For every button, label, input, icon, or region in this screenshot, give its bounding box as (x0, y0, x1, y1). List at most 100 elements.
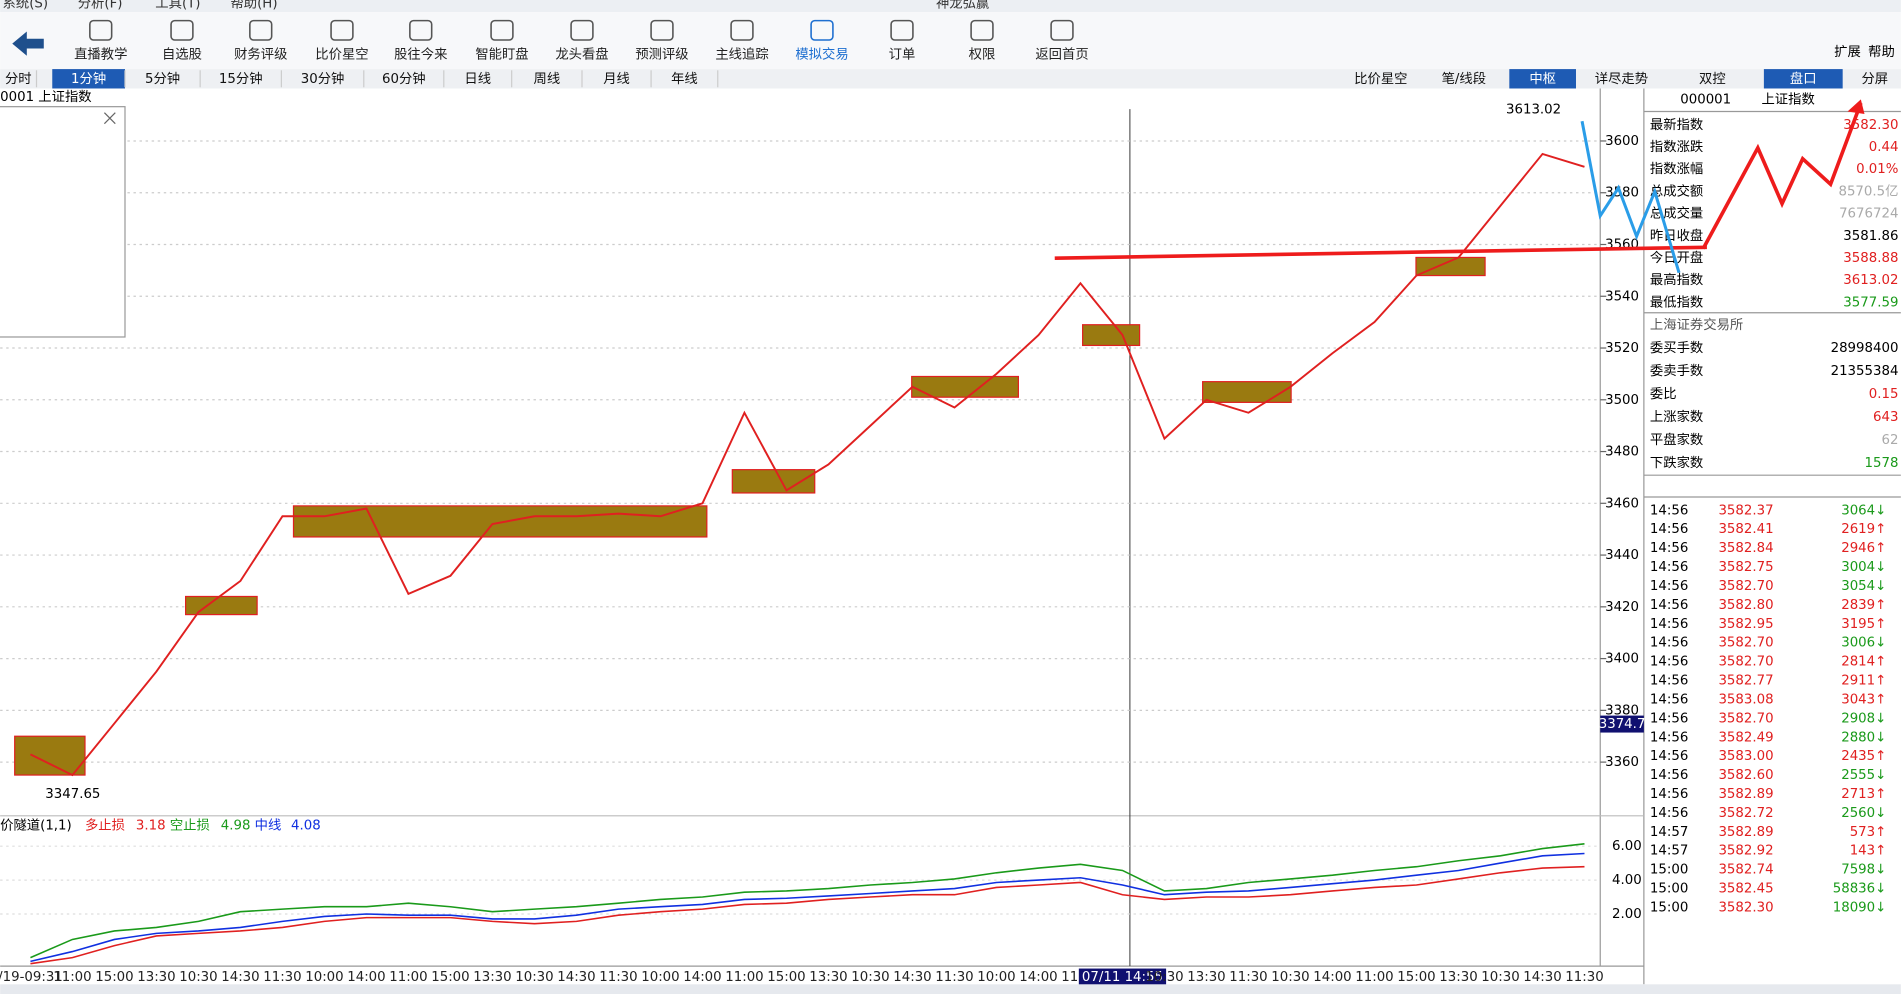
tick-time: 14:56 (1650, 674, 1688, 689)
view-tab[interactable]: 盘口 (1790, 70, 1817, 87)
tool-icon[interactable] (490, 19, 514, 41)
view-tab[interactable]: 详尽走势 (1595, 71, 1648, 87)
tool-icon[interactable] (409, 19, 433, 41)
legend-value: 4.98 (221, 819, 251, 834)
tick-volume: 18090↓ (1833, 900, 1887, 915)
x-tick-label: 10:30 (179, 970, 217, 985)
tick-price: 3582.74 (1718, 863, 1773, 878)
y-tick-label: 3520 (1605, 341, 1639, 356)
x-tick-label: 10:00 (641, 970, 679, 985)
app-title: 神龙弘赢 (936, 0, 989, 12)
tool-label[interactable]: 模拟交易 (795, 46, 848, 63)
tool-icon[interactable] (330, 19, 354, 41)
toolbar-link[interactable]: 帮助 (1868, 44, 1895, 60)
tool-label[interactable]: 返回首页 (1035, 47, 1088, 63)
tool-icon[interactable] (170, 19, 194, 41)
period-tab[interactable]: 周线 (534, 71, 561, 87)
view-tab[interactable]: 中枢 (1529, 71, 1556, 87)
view-tab[interactable]: 比价星空 (1354, 71, 1407, 87)
period-tab[interactable]: 60分钟 (382, 70, 426, 87)
tick-time: 15:00 (1650, 900, 1688, 915)
tool-label[interactable]: 直播教学 (74, 47, 127, 63)
pivot-zone (731, 469, 816, 494)
tool-label[interactable]: 智能盯盘 (475, 46, 528, 63)
tick-price: 3582.45 (1718, 882, 1773, 897)
tool-label[interactable]: 主线追踪 (715, 47, 768, 63)
tick-price: 3582.72 (1718, 806, 1773, 821)
pivot-zone (292, 505, 708, 538)
period-tab[interactable]: 15分钟 (219, 70, 263, 87)
tool-label[interactable]: 自选股 (162, 47, 202, 63)
period-tab[interactable]: 月线 (603, 71, 630, 87)
period-tab[interactable]: 1分钟 (71, 70, 106, 87)
view-tab[interactable]: 分屏 (1861, 71, 1888, 87)
y-tick-label: 3360 (1605, 755, 1639, 770)
period-tab[interactable]: 年线 (671, 71, 698, 87)
tool-label[interactable]: 订单 (889, 47, 916, 63)
x-tick-label: 13:30 (1187, 970, 1225, 985)
quote-value: 21355384 (1831, 364, 1899, 379)
quote-value: 1578 (1865, 456, 1899, 471)
quote-label: 上涨家数 (1650, 408, 1703, 425)
menu-item[interactable]: 分析(F) (78, 0, 123, 12)
x-tick-label: 11:00 (725, 970, 763, 985)
x-tick-label: 10:30 (851, 970, 889, 985)
tool-label[interactable]: 权限 (969, 46, 996, 63)
bottom-strip (0, 984, 1901, 994)
tick-time: 15:00 (1650, 882, 1688, 897)
tool-label[interactable]: 龙头看盘 (555, 46, 608, 63)
quote-label: 指数涨幅 (1650, 161, 1703, 177)
period-tab[interactable]: 日线 (464, 71, 491, 87)
menu-item[interactable]: 帮助(H) (230, 0, 277, 12)
y-tick-label: 3480 (1605, 445, 1639, 460)
pivot-zone (184, 595, 258, 616)
x-tick-label: 14:00 (683, 970, 721, 985)
tool-icon[interactable] (890, 19, 914, 41)
tool-icon[interactable] (650, 19, 674, 41)
tick-time: 14:56 (1650, 655, 1688, 670)
x-tick-label: 14:00 (347, 970, 385, 985)
tool-icon[interactable] (1050, 19, 1074, 41)
tick-price: 3582.92 (1718, 844, 1773, 859)
tick-volume: 2839↑ (1841, 598, 1886, 613)
tool-icon[interactable] (810, 19, 834, 41)
close-button[interactable] (103, 112, 116, 125)
back-button[interactable] (12, 31, 44, 56)
tool-label[interactable]: 预测评级 (635, 47, 688, 63)
tick-volume: 2619↑ (1841, 522, 1886, 537)
view-tab[interactable]: 笔/线段 (1442, 71, 1486, 87)
tick-price: 3582.84 (1718, 541, 1773, 556)
x-tick-label: 07/11 14:55 (1082, 970, 1163, 985)
x-tick-label: 10:00 (305, 970, 343, 985)
quote-value: 0.01% (1856, 162, 1898, 177)
tick-time: 14:56 (1650, 768, 1688, 783)
period-tab[interactable]: 5分钟 (145, 70, 180, 87)
tool-label[interactable]: 比价星空 (315, 47, 368, 63)
tool-icon[interactable] (249, 19, 273, 41)
menu-item[interactable]: 系统(S) (3, 0, 49, 12)
y-tick-label: 3400 (1605, 652, 1639, 667)
tick-volume: 2435↑ (1841, 749, 1886, 764)
x-tick-label: 11:30 (935, 970, 973, 985)
period-tab[interactable]: 30分钟 (301, 70, 345, 87)
x-tick-label: 15:00 (1397, 970, 1435, 985)
tool-icon[interactable] (970, 19, 994, 41)
view-tab[interactable]: 双控 (1699, 71, 1726, 87)
x-tick-label: 11:30 (599, 970, 637, 985)
tick-volume: 2814↑ (1841, 655, 1886, 670)
indicator-tick-label: 4.00 (1612, 873, 1642, 888)
period-tab[interactable]: 分时 (5, 71, 32, 87)
high-label: 3613.02 (1506, 103, 1561, 118)
tick-time: 14:57 (1650, 844, 1688, 859)
tool-label[interactable]: 股往今来 (394, 47, 447, 63)
tool-icon[interactable] (570, 19, 594, 41)
tick-volume: 7598↓ (1841, 863, 1886, 878)
toolbar-link[interactable]: 扩展 (1834, 44, 1861, 60)
menu-item[interactable]: 工具(T) (155, 0, 200, 12)
tool-label[interactable]: 财务评级 (234, 47, 287, 63)
tool-icon[interactable] (730, 19, 754, 41)
tool-icon[interactable] (89, 19, 113, 41)
indicator-line (30, 843, 1585, 959)
x-tick-label: 11:30 (1229, 970, 1267, 985)
